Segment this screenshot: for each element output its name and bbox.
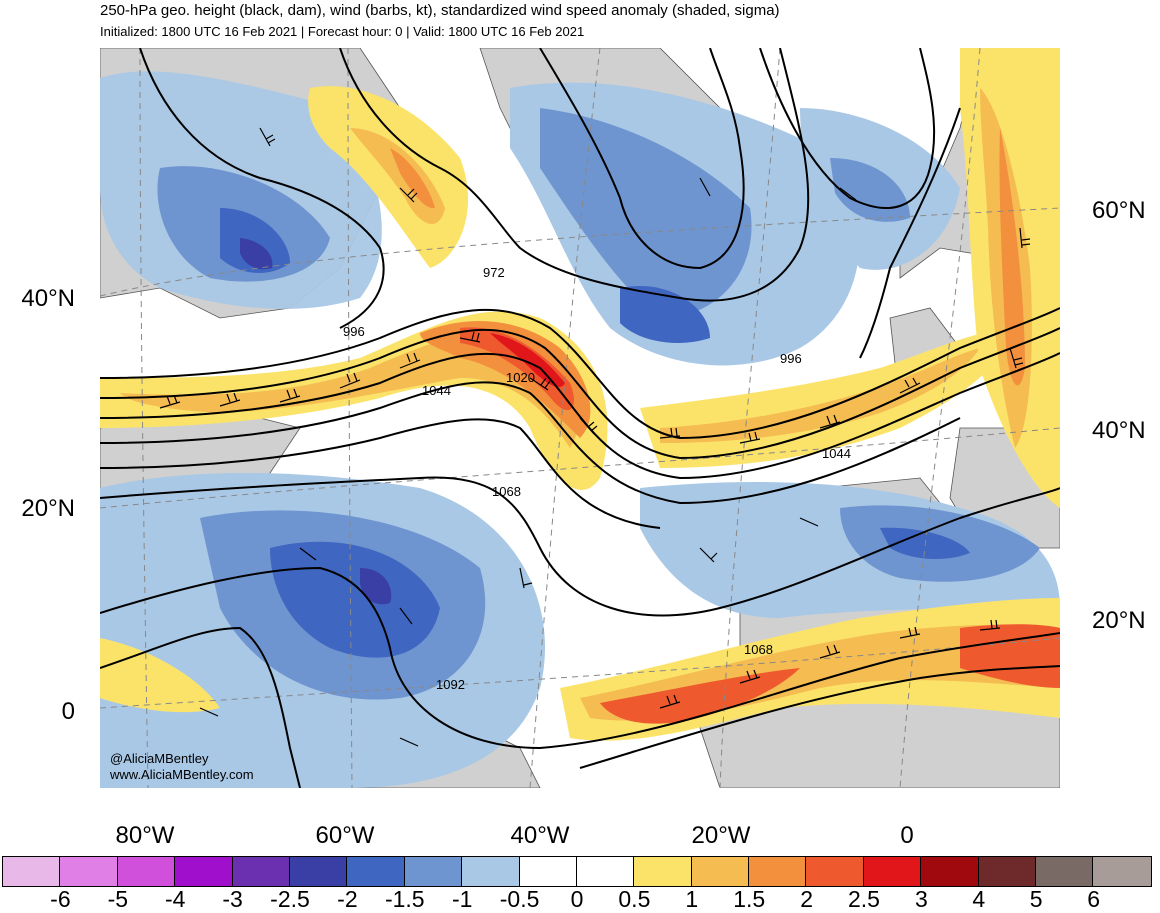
lon-label: 60°W (315, 822, 375, 849)
graticule (100, 48, 1060, 788)
contour-labels: 972 996 1044 1020 996 1044 1068 1068 109… (343, 265, 851, 692)
colorbar-label: 3 (914, 886, 928, 912)
colorbar-swatch (1093, 857, 1151, 886)
colorbar-swatch (691, 857, 750, 886)
height-label: 996 (343, 324, 365, 339)
colorbar-label: 4 (972, 886, 986, 912)
colorbar-swatch (175, 857, 233, 886)
lat-label-left: 40°N (21, 285, 75, 312)
credit-website: www.AliciaMBentley.com (110, 767, 254, 782)
lat-label-left: 0 (61, 698, 75, 725)
colorbar-label: 1 (685, 886, 699, 912)
lon-label: 40°W (510, 822, 570, 849)
lon-label: 0 (900, 822, 914, 849)
height-label: 1068 (492, 484, 521, 499)
map-canvas: 972 996 1044 1020 996 1044 1068 1068 109… (100, 48, 1060, 788)
colorbar-swatch (806, 857, 864, 886)
height-label: 1068 (744, 642, 773, 657)
colorbar-label: 1.5 (733, 886, 766, 912)
colorbar-label: -6 (50, 886, 71, 912)
colorbar-swatch (634, 857, 692, 886)
colorbar-swatch (60, 857, 118, 886)
colorbar (2, 856, 1152, 887)
colorbar-label: -2.5 (270, 886, 310, 912)
colorbar-label: 0 (570, 886, 584, 912)
map-title: 250-hPa geo. height (black, dam), wind (… (100, 2, 780, 19)
lon-label: 20°W (691, 822, 751, 849)
colorbar-swatch (863, 857, 922, 886)
colorbar-swatch (347, 857, 405, 886)
colorbar-swatch (462, 857, 520, 886)
colorbar-label: -4 (164, 886, 186, 912)
colorbar-swatch (921, 857, 979, 886)
height-label: 1092 (436, 677, 465, 692)
colorbar-swatch (978, 857, 1037, 886)
colorbar-label: -2 (337, 886, 358, 912)
wind-barbs (159, 127, 1031, 747)
lat-label-right: 60°N (1092, 197, 1146, 224)
colorbar-label: 2 (800, 886, 813, 912)
colorbar-label: -5 (107, 886, 129, 912)
colorbar-swatch (749, 857, 807, 886)
lat-label-left: 20°N (21, 495, 75, 522)
colorbar-swatch (519, 857, 577, 886)
negative-anomaly-shading (100, 71, 1060, 788)
colorbar-label: 0.5 (618, 886, 651, 912)
colorbar-swatch (1036, 857, 1094, 886)
colorbar-label: -0.5 (499, 886, 540, 912)
weather-map: 972 996 1044 1020 996 1044 1068 1068 109… (100, 48, 1060, 788)
colorbar-swatch (232, 857, 290, 886)
colorbar-label: -3 (222, 886, 243, 912)
lon-label: 80°W (115, 822, 175, 849)
height-label: 972 (483, 265, 505, 280)
height-label: 1044 (822, 446, 851, 461)
colorbar-swatch (3, 857, 61, 886)
height-label: 1044 (422, 383, 451, 398)
height-label: 1020 (506, 370, 535, 385)
colorbar-label: 5 (1029, 886, 1043, 912)
colorbar-label: -1.5 (384, 886, 425, 912)
colorbar-swatch (404, 857, 463, 886)
colorbar-swatch (576, 857, 635, 886)
colorbar-label: -1 (451, 886, 473, 912)
height-label: 996 (780, 351, 802, 366)
credit-handle: @AliciaMBentley (110, 751, 209, 766)
colorbar-label: 6 (1087, 886, 1100, 912)
colorbar-label: 2.5 (848, 886, 880, 912)
colorbar-swatch (117, 857, 176, 886)
lat-label-right: 20°N (1092, 607, 1146, 634)
lat-label-right: 40°N (1092, 417, 1146, 444)
map-subtitle: Initialized: 1800 UTC 16 Feb 2021 | Fore… (100, 24, 585, 39)
colorbar-swatch (289, 857, 348, 886)
